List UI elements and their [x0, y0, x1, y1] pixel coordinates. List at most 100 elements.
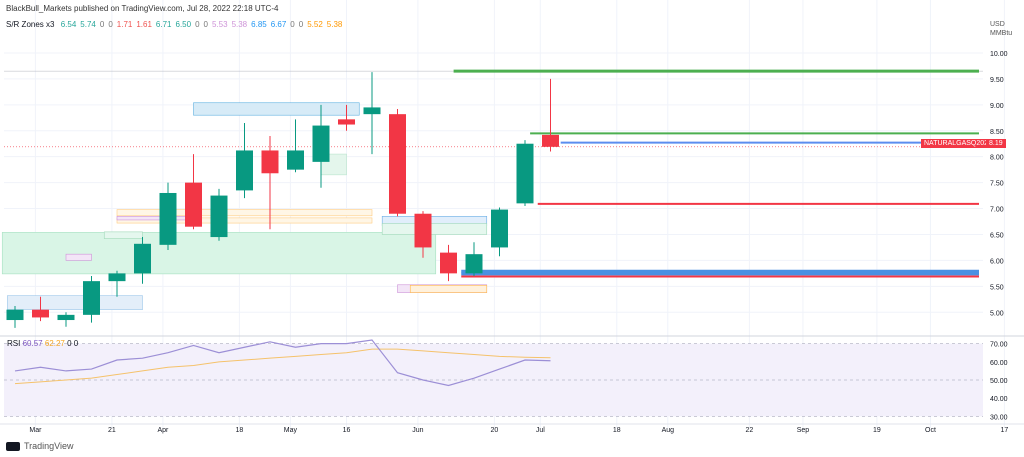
- sr-zone: [381, 223, 488, 235]
- indicator-value: 5.53: [211, 20, 228, 29]
- time-tick-label: 19: [873, 427, 881, 434]
- candle: [32, 296, 49, 322]
- price-tick-label: 6.00: [990, 258, 1004, 265]
- candle: [261, 135, 279, 230]
- time-axis: Mar 21 Apr 18 May 16 Jun 20 Jul 18 Aug 22 Sep 19 Oct 17…: [0, 423, 1024, 434]
- candle-body: [32, 309, 49, 318]
- time-tick-label: 16: [343, 427, 351, 434]
- candle-body: [516, 143, 534, 204]
- candle-body: [6, 309, 24, 321]
- rsi-extra-1: 0: [67, 339, 72, 348]
- indicator-value: 0: [203, 20, 208, 29]
- rsi-extra-2: 0: [73, 339, 79, 348]
- indicator-name: S/R Zones x3: [6, 20, 55, 29]
- rsi-tick-label: 50.00: [990, 378, 1008, 385]
- price-tick-label: 5.00: [990, 310, 1004, 317]
- time-tick-label: 18: [613, 427, 621, 434]
- sr-zone: [409, 284, 488, 293]
- price-tick-label: 6.50: [990, 232, 1004, 239]
- time-tick-label: 18: [236, 427, 244, 434]
- rsi-name: RSI: [7, 339, 21, 348]
- indicator-value: 0: [290, 20, 295, 29]
- price-tick-label: 9.50: [990, 77, 1004, 84]
- candle-body: [414, 213, 432, 248]
- candle: [287, 119, 304, 173]
- indicator-value: 0: [99, 20, 105, 29]
- time-tick-label: Jun: [412, 427, 423, 434]
- candle-body: [440, 252, 457, 274]
- footer-brand: TradingView: [24, 441, 74, 451]
- candle-body: [389, 114, 406, 214]
- indicator-value: 1.71: [116, 20, 133, 29]
- time-tick-label: 21: [108, 427, 116, 434]
- candle-body: [159, 192, 177, 245]
- sr-zone: [116, 209, 373, 217]
- candle: [134, 237, 151, 284]
- indicator-value: 5.38: [231, 20, 248, 29]
- rsi-tick-label: 60.00: [990, 360, 1008, 367]
- sr-zone: [116, 216, 194, 221]
- sr-zone: [65, 253, 92, 261]
- candle: [491, 207, 508, 257]
- rsi-line: [14, 339, 551, 387]
- time-tick-label: Apr: [157, 427, 169, 434]
- price-tick-label: 7.50: [990, 181, 1004, 188]
- time-tick-label: Sep: [797, 427, 810, 434]
- rsi-tick-label: 30.00: [990, 414, 1008, 421]
- sr-zones-legend: S/R Zones x3 6.54 5.74 0 0 1.71 1.61 6.71 6.50 0…: [6, 20, 350, 29]
- candle-body: [134, 243, 151, 274]
- rsi-pane: 70.00 60.00 50.00 40.00 30.00: [4, 339, 1008, 421]
- rsi-ma-value: 62.27: [44, 339, 65, 348]
- indicator-value: 6.67: [270, 20, 287, 29]
- sr-zone: [103, 231, 143, 239]
- last-price-tag: 8.19: [986, 139, 1006, 148]
- time-tick-label: May: [284, 427, 298, 434]
- footer: TradingView: [6, 441, 74, 451]
- rsi-ma-line: [14, 348, 551, 385]
- indicator-value: 6.54: [60, 20, 77, 29]
- candles: [6, 72, 559, 328]
- indicator-value: 5.38: [326, 20, 343, 29]
- price-tick-label: 5.50: [990, 284, 1004, 291]
- price-axis: 10.00 9.50 9.00 8.50 8.00 7.50 7.00 6.50 6.00 5.5…: [990, 51, 1008, 317]
- candle-body: [465, 254, 483, 274]
- candle: [108, 270, 126, 297]
- rsi-tick-label: 70.00: [990, 342, 1008, 349]
- candle: [440, 244, 457, 282]
- currency-unit: MMBtu: [990, 30, 1013, 37]
- indicator-value: 0: [195, 20, 200, 29]
- sr-zone: [116, 217, 373, 224]
- candle-body: [185, 182, 202, 227]
- price-tick-label: 10.00: [990, 51, 1008, 58]
- indicator-value: 0: [298, 20, 304, 29]
- currency-usd: USD: [990, 21, 1005, 28]
- candle: [465, 242, 483, 276]
- candle: [210, 188, 228, 241]
- sr-zone: [193, 102, 360, 116]
- candle-body: [210, 195, 228, 238]
- candle: [83, 275, 100, 323]
- candle-body: [287, 150, 304, 170]
- rsi-value: 60.57: [22, 339, 43, 348]
- candle-body: [312, 125, 330, 162]
- time-tick-label: 17: [1001, 427, 1009, 434]
- indicator-value: 6.85: [251, 20, 267, 29]
- price-tick-label: 7.00: [990, 207, 1004, 214]
- time-tick-label: Mar: [29, 427, 42, 434]
- time-tick-label: 22: [746, 427, 754, 434]
- candle: [542, 78, 559, 152]
- candle-body: [338, 119, 355, 125]
- time-tick-label: Jul: [536, 427, 545, 434]
- candle-body: [83, 281, 100, 315]
- publisher-line: BlackBull_Markets published on TradingVi…: [6, 4, 279, 13]
- indicator-value: 6.50: [175, 20, 192, 29]
- price-tick-label: 8.50: [990, 129, 1004, 136]
- indicator-value: 1.61: [136, 20, 152, 29]
- candle-body: [261, 150, 279, 174]
- symbol-tag: NATURALGASQ2022: [921, 139, 995, 148]
- sr-levels: [453, 69, 979, 278]
- indicator-values: 6.54 5.74 0 0 1.71 1.61 6.71 6.50 0 0 5.53 5.38 6.85…: [61, 20, 347, 29]
- indicator-value: 5.52: [307, 20, 323, 29]
- price-tick-label: 9.00: [990, 103, 1004, 110]
